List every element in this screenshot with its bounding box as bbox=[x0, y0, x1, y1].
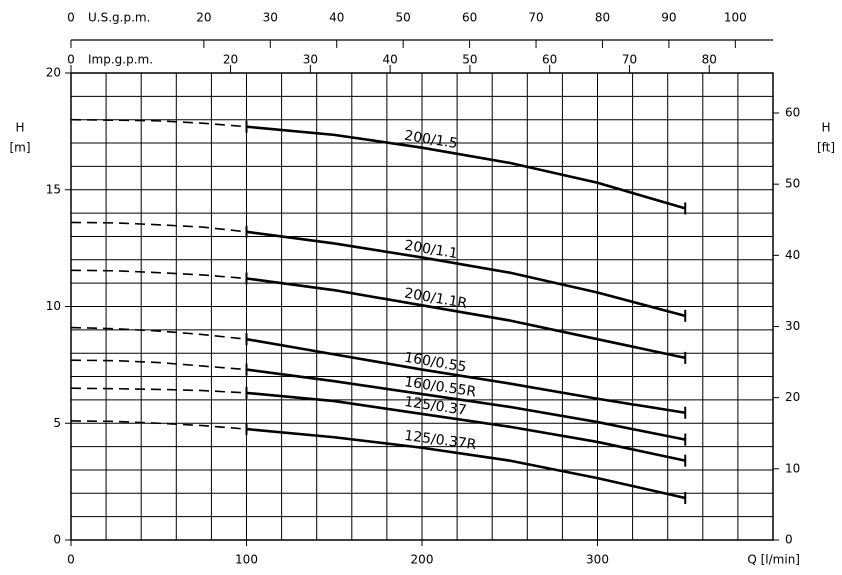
top-tick-label: 20 bbox=[196, 11, 211, 25]
y2-tick-label: 40 bbox=[785, 248, 800, 262]
curve bbox=[246, 427, 686, 500]
top-label: U.S.g.p.m. bbox=[88, 11, 150, 25]
x-label: Q [l/min] bbox=[747, 553, 800, 567]
y-tick-label: 10 bbox=[46, 299, 61, 313]
y2-label: H bbox=[821, 121, 830, 135]
x-tick-label: 0 bbox=[67, 553, 75, 567]
y2-tick-label: 20 bbox=[785, 390, 800, 404]
top2-tick-label: 40 bbox=[382, 53, 397, 67]
x-tick-label: 300 bbox=[586, 553, 609, 567]
curve bbox=[246, 337, 686, 415]
top-tick-label: 80 bbox=[595, 11, 610, 25]
top-tick-label: 70 bbox=[528, 11, 543, 25]
top2-tick-label: 20 bbox=[223, 53, 238, 67]
y-label: H bbox=[15, 121, 24, 135]
curve-dashed bbox=[70, 359, 247, 371]
curve-dashed bbox=[70, 326, 247, 340]
y2-tick-label: 50 bbox=[785, 177, 800, 191]
top2-tick-label: 50 bbox=[462, 53, 477, 67]
top2-tick-label: 60 bbox=[542, 53, 557, 67]
x-tick-label: 200 bbox=[411, 553, 434, 567]
top-tick-label: 0 bbox=[67, 11, 75, 25]
curve-dashed bbox=[70, 118, 247, 128]
x-tick-label: 100 bbox=[235, 553, 258, 567]
y2-tick-label: 10 bbox=[785, 461, 800, 475]
top2-tick-label: 30 bbox=[303, 53, 318, 67]
curve-dashed bbox=[70, 221, 247, 233]
top-tick-label: 60 bbox=[462, 11, 477, 25]
top2-tick-label: 80 bbox=[702, 53, 717, 67]
curve-dashed bbox=[70, 420, 247, 430]
curve bbox=[246, 277, 686, 360]
curve bbox=[246, 368, 686, 441]
top2-tick-label: 70 bbox=[622, 53, 637, 67]
top2-tick-label: 0 bbox=[67, 53, 75, 67]
y2-tick-label: 60 bbox=[785, 105, 800, 119]
curve bbox=[246, 230, 686, 318]
top2-label: Imp.g.p.m. bbox=[88, 53, 153, 67]
top-tick-label: 100 bbox=[724, 11, 747, 25]
y-tick-label: 0 bbox=[53, 533, 61, 547]
curve bbox=[246, 125, 686, 210]
y2-tick-label: 30 bbox=[785, 319, 800, 333]
y-tick-label: 15 bbox=[46, 182, 61, 196]
y2-unit: [ft] bbox=[817, 141, 835, 155]
top-tick-label: 90 bbox=[661, 11, 676, 25]
y-tick-label: 5 bbox=[53, 416, 61, 430]
y-tick-label: 20 bbox=[46, 66, 61, 80]
curve bbox=[246, 391, 686, 462]
top-tick-label: 40 bbox=[329, 11, 344, 25]
curve-dashed bbox=[70, 387, 247, 394]
curve-dashed bbox=[70, 269, 247, 280]
top-tick-label: 50 bbox=[396, 11, 411, 25]
top-tick-label: 30 bbox=[263, 11, 278, 25]
y2-tick-label: 0 bbox=[785, 533, 793, 547]
y-unit: [m] bbox=[9, 141, 30, 155]
